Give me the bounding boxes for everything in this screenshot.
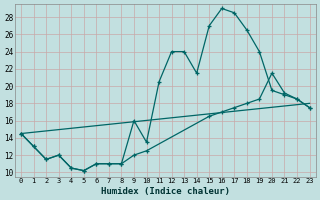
X-axis label: Humidex (Indice chaleur): Humidex (Indice chaleur) (101, 187, 230, 196)
